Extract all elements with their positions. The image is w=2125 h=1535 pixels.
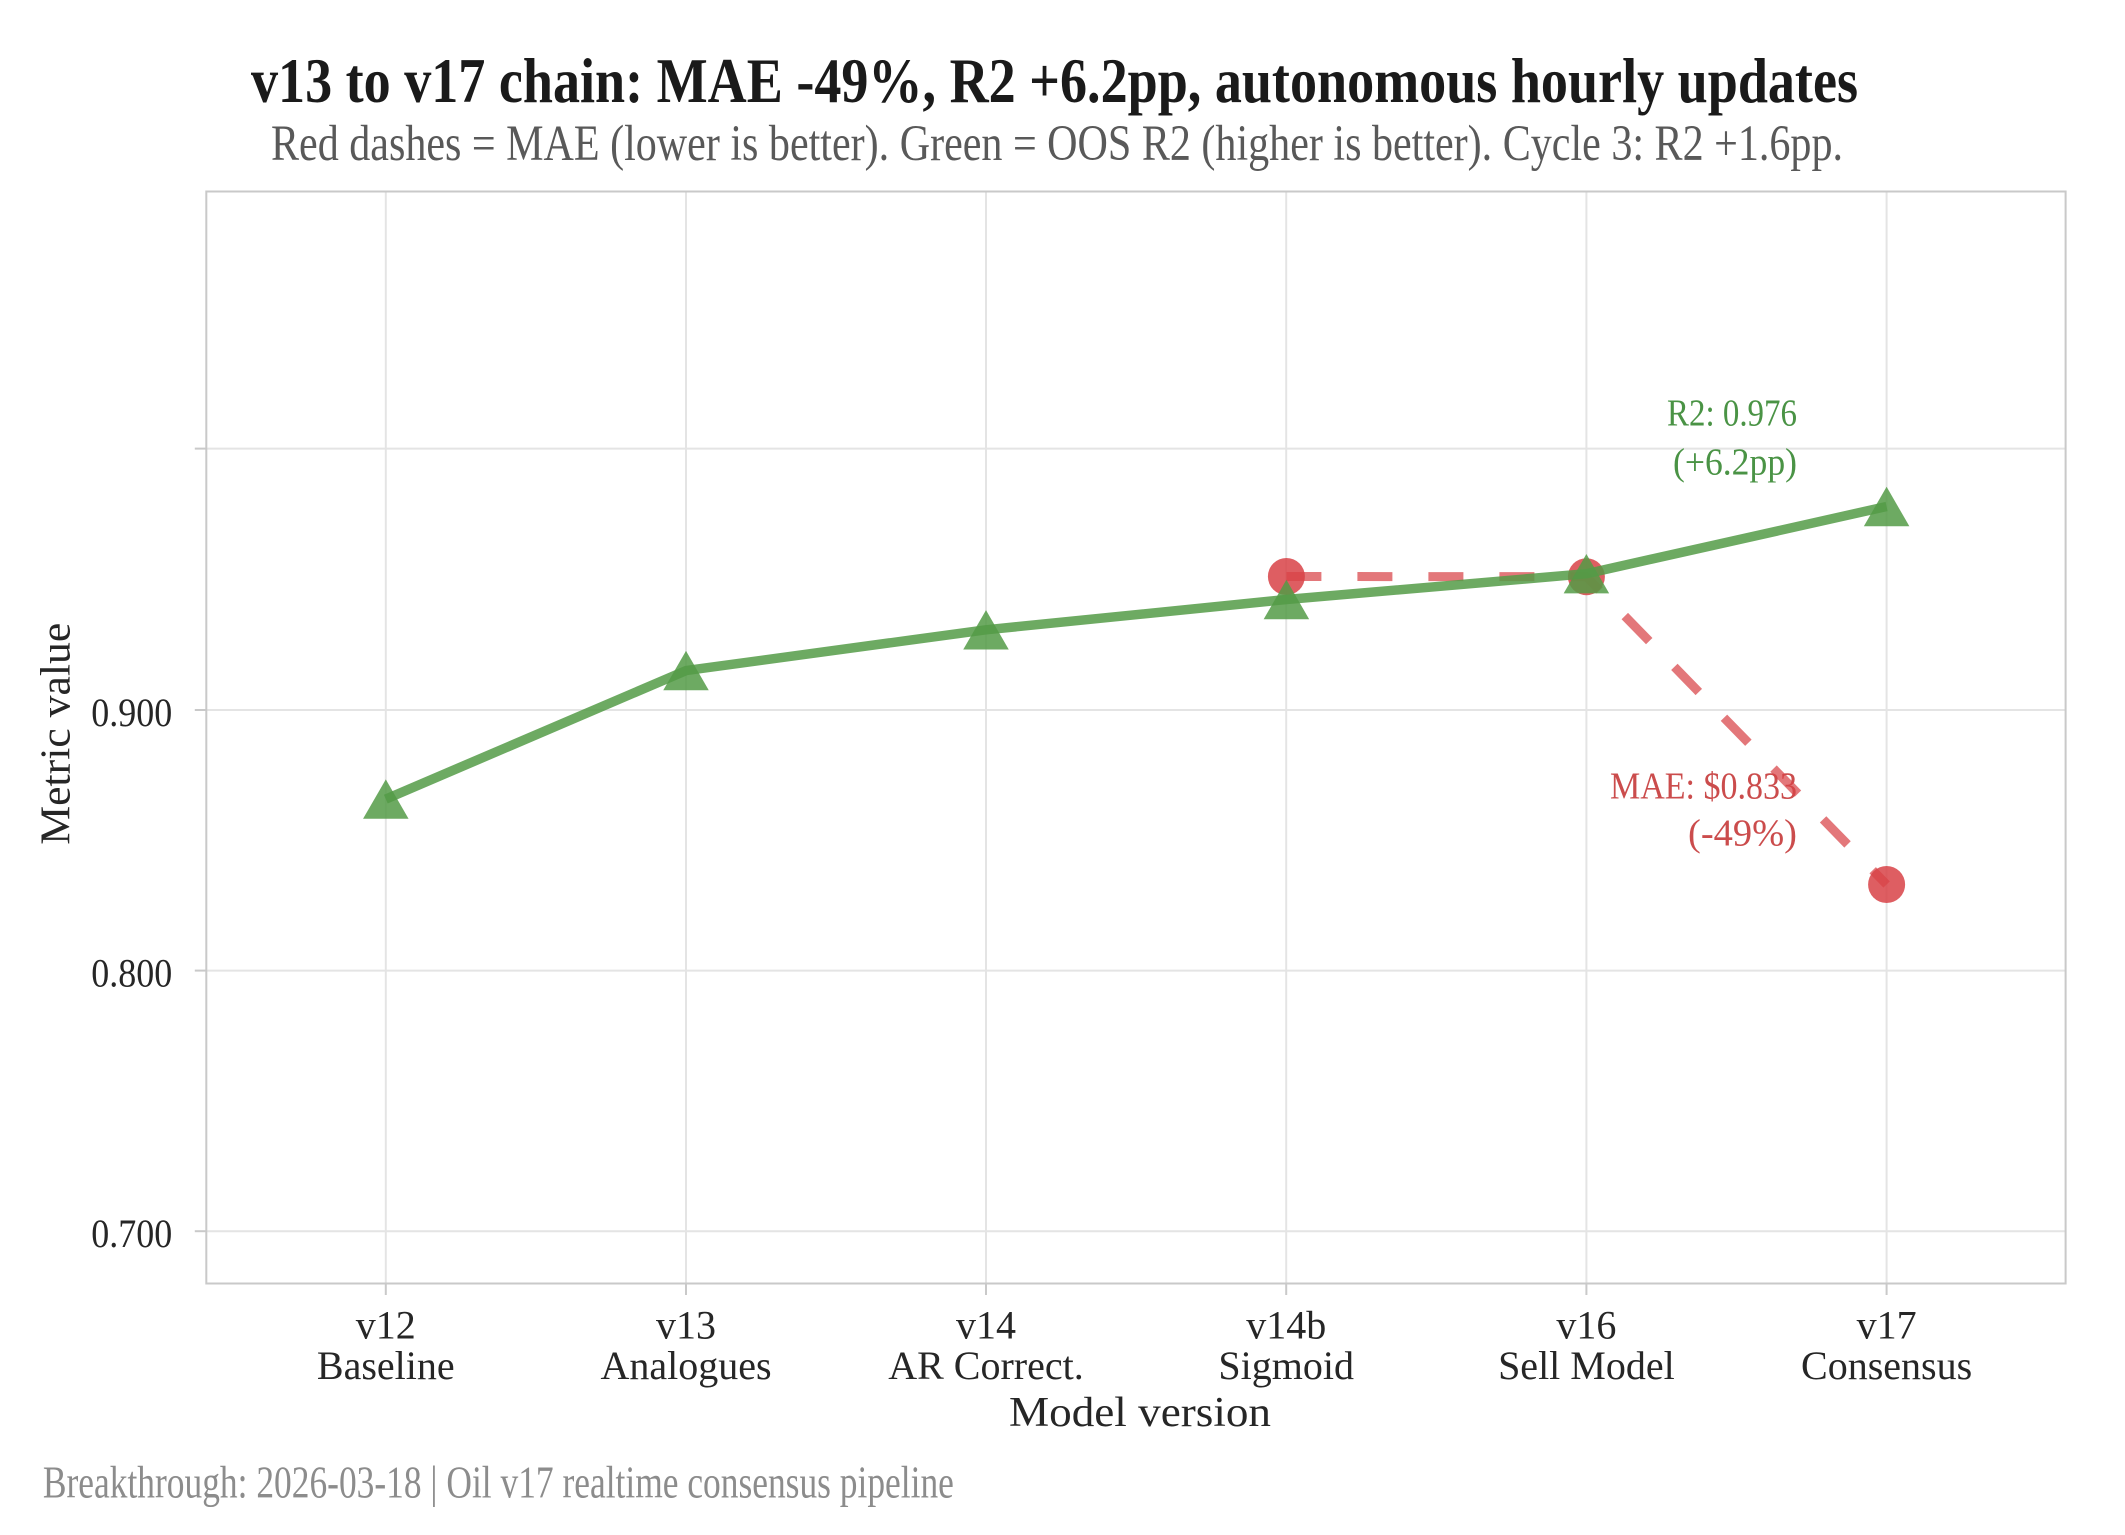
svg-text:R2: 0.976: R2: 0.976 <box>1667 393 1797 435</box>
svg-text:MAE: $0.833: MAE: $0.833 <box>1610 766 1797 808</box>
svg-text:Model version: Model version <box>1009 1390 1271 1436</box>
svg-text:v14b: v14b <box>1246 1302 1326 1347</box>
svg-text:Sigmoid: Sigmoid <box>1218 1343 1354 1388</box>
svg-text:0.800: 0.800 <box>91 951 172 996</box>
svg-text:Baseline: Baseline <box>317 1343 455 1388</box>
svg-text:Metric value: Metric value <box>33 623 79 845</box>
svg-text:Breakthrough: 2026-03-18 | Oil: Breakthrough: 2026-03-18 | Oil v17 realt… <box>43 1458 954 1508</box>
svg-text:v16: v16 <box>1556 1302 1616 1347</box>
svg-text:v14: v14 <box>956 1302 1016 1347</box>
svg-text:Analogues: Analogues <box>600 1343 771 1388</box>
svg-text:Red dashes = MAE (lower is bet: Red dashes = MAE (lower is better). Gree… <box>271 116 1843 172</box>
svg-text:v13 to v17 chain: MAE -49%, R2: v13 to v17 chain: MAE -49%, R2 +6.2pp, a… <box>251 45 1858 116</box>
svg-text:(-49%): (-49%) <box>1688 812 1797 854</box>
svg-text:v17: v17 <box>1857 1302 1917 1347</box>
svg-text:v13: v13 <box>656 1302 716 1347</box>
svg-text:Consensus: Consensus <box>1801 1343 1972 1388</box>
svg-text:0.900: 0.900 <box>91 690 172 735</box>
svg-text:v12: v12 <box>356 1302 416 1347</box>
svg-text:0.700: 0.700 <box>91 1211 172 1256</box>
svg-text:(+6.2pp): (+6.2pp) <box>1673 442 1797 484</box>
svg-text:AR Correct.: AR Correct. <box>888 1343 1084 1388</box>
svg-text:Sell Model: Sell Model <box>1498 1343 1675 1388</box>
